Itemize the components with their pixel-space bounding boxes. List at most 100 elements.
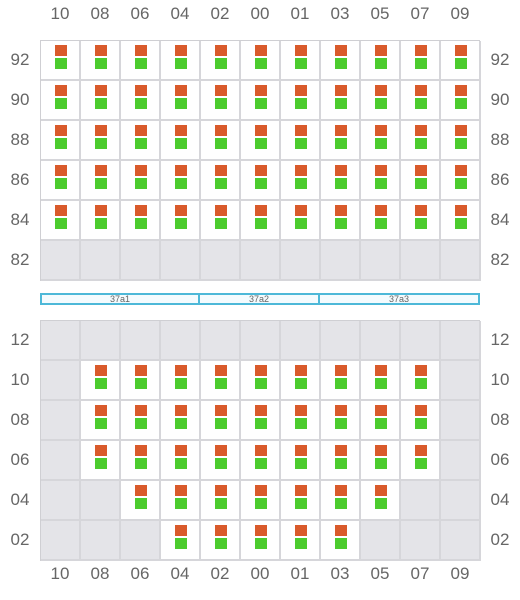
aisle-segment[interactable]: 37a1	[40, 293, 200, 305]
seat-cell[interactable]	[441, 41, 481, 81]
seat-cell[interactable]	[401, 41, 441, 81]
seat-cell[interactable]	[321, 121, 361, 161]
seat-cell[interactable]	[201, 41, 241, 81]
seat-cell[interactable]	[161, 161, 201, 201]
aisle-segment[interactable]: 37a3	[318, 293, 480, 305]
top-column-label: 00	[250, 4, 270, 23]
seat-cell[interactable]	[241, 81, 281, 121]
seat-cell[interactable]	[161, 121, 201, 161]
seat-cell[interactable]	[41, 81, 81, 121]
seat-cell[interactable]	[281, 401, 321, 441]
seat-cell[interactable]	[281, 361, 321, 401]
seat-cell[interactable]	[161, 201, 201, 241]
seat-cell[interactable]	[241, 401, 281, 441]
seat-cell[interactable]	[121, 401, 161, 441]
seat-cell[interactable]	[401, 121, 441, 161]
seat-cell[interactable]	[401, 361, 441, 401]
seat-cell[interactable]	[321, 81, 361, 121]
seat-cell[interactable]	[121, 441, 161, 481]
seat-cell[interactable]	[281, 121, 321, 161]
seat-cell[interactable]	[81, 441, 121, 481]
seat-cell[interactable]	[361, 81, 401, 121]
seat-cell[interactable]	[281, 481, 321, 521]
seat-cell[interactable]	[281, 81, 321, 121]
seat-cell[interactable]	[241, 201, 281, 241]
seat-cell[interactable]	[81, 361, 121, 401]
seat-cell[interactable]	[321, 41, 361, 81]
seat-cell[interactable]	[201, 161, 241, 201]
seat-cell[interactable]	[361, 441, 401, 481]
seat-cell[interactable]	[321, 521, 361, 561]
seat-cell[interactable]	[41, 41, 81, 81]
seat-cell[interactable]	[161, 41, 201, 81]
seat-cell[interactable]	[201, 401, 241, 441]
seat-cell[interactable]	[41, 161, 81, 201]
seat-cell[interactable]	[121, 361, 161, 401]
seat-cell[interactable]	[121, 201, 161, 241]
aisle-segment[interactable]: 37a2	[198, 293, 320, 305]
seat-cell[interactable]	[241, 121, 281, 161]
seat-cell[interactable]	[281, 441, 321, 481]
seat-cell[interactable]	[361, 161, 401, 201]
seat-cell[interactable]	[161, 441, 201, 481]
seat-cell[interactable]	[321, 201, 361, 241]
seat-cell[interactable]	[161, 481, 201, 521]
seat-cell[interactable]	[361, 121, 401, 161]
seat-cell[interactable]	[441, 121, 481, 161]
seat-cell[interactable]	[241, 41, 281, 81]
seat-cell[interactable]	[401, 201, 441, 241]
seat-cell[interactable]	[41, 121, 81, 161]
seat-cell[interactable]	[81, 121, 121, 161]
seat-cell[interactable]	[81, 41, 121, 81]
seat-cell[interactable]	[281, 201, 321, 241]
seat-cell[interactable]	[161, 361, 201, 401]
seat-cell[interactable]	[201, 121, 241, 161]
seat-cell[interactable]	[401, 441, 441, 481]
seat-cell[interactable]	[121, 161, 161, 201]
seat-cell[interactable]	[321, 161, 361, 201]
seat-cell[interactable]	[441, 201, 481, 241]
seat-cell[interactable]	[121, 121, 161, 161]
seat-cell[interactable]	[121, 481, 161, 521]
seat-cell[interactable]	[121, 41, 161, 81]
seat-cell[interactable]	[321, 481, 361, 521]
seat-cell[interactable]	[201, 361, 241, 401]
seat-cell[interactable]	[361, 361, 401, 401]
seat-marker-bottom	[175, 458, 187, 469]
seat-cell[interactable]	[121, 81, 161, 121]
seat-marker-bottom	[255, 178, 267, 189]
seat-cell[interactable]	[81, 401, 121, 441]
seat-cell[interactable]	[441, 161, 481, 201]
seat-cell[interactable]	[401, 401, 441, 441]
seat-cell[interactable]	[81, 161, 121, 201]
seat-cell[interactable]	[401, 161, 441, 201]
seat-cell[interactable]	[241, 361, 281, 401]
seat-cell[interactable]	[241, 441, 281, 481]
seat-cell[interactable]	[321, 441, 361, 481]
seat-cell[interactable]	[161, 401, 201, 441]
seat-cell[interactable]	[201, 481, 241, 521]
seat-cell[interactable]	[401, 81, 441, 121]
seat-cell[interactable]	[281, 161, 321, 201]
seat-cell[interactable]	[361, 201, 401, 241]
seat-cell[interactable]	[201, 441, 241, 481]
seat-cell[interactable]	[281, 521, 321, 561]
seat-cell[interactable]	[81, 81, 121, 121]
seat-cell[interactable]	[241, 481, 281, 521]
seat-cell[interactable]	[41, 201, 81, 241]
seat-cell[interactable]	[81, 201, 121, 241]
seat-cell[interactable]	[201, 81, 241, 121]
seat-cell[interactable]	[281, 41, 321, 81]
seat-cell[interactable]	[361, 481, 401, 521]
seat-cell[interactable]	[321, 401, 361, 441]
seat-cell[interactable]	[361, 401, 401, 441]
seat-cell[interactable]	[361, 41, 401, 81]
seat-cell[interactable]	[201, 201, 241, 241]
seat-cell[interactable]	[201, 521, 241, 561]
seat-cell[interactable]	[241, 521, 281, 561]
seat-cell[interactable]	[241, 161, 281, 201]
seat-cell[interactable]	[161, 521, 201, 561]
seat-cell[interactable]	[321, 361, 361, 401]
seat-cell[interactable]	[441, 81, 481, 121]
seat-cell[interactable]	[161, 81, 201, 121]
